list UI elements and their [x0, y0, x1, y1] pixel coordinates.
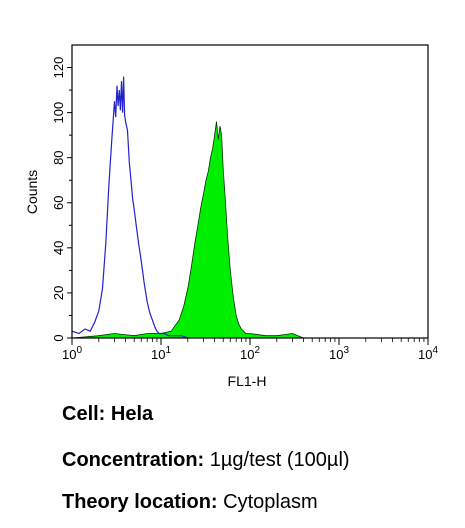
- y-tick-label: 20: [51, 286, 66, 300]
- concentration-line: Concentration: 1µg/test (100µl): [62, 449, 350, 472]
- x-tick-label: 103: [329, 345, 349, 362]
- y-tick-label: 80: [51, 150, 66, 164]
- concentration-value: 1µg/test (100µl): [209, 449, 350, 471]
- x-axis-label: FL1-H: [228, 373, 267, 389]
- cell-value: Hela: [110, 403, 154, 425]
- x-tick-label: 102: [240, 345, 260, 362]
- series-0-outline: [71, 76, 189, 339]
- y-axis-label: Counts: [24, 170, 40, 214]
- histogram-chart: 0 20 40 60 80 100 120 100 101 102 103 104 Counts FL…: [24, 44, 438, 389]
- plot-area: 0 20 40 60 80 100 120 100 101 102 103 104: [51, 44, 438, 362]
- x-tick-label: 101: [151, 345, 171, 362]
- y-tick-label: 40: [51, 241, 66, 255]
- x-tick-label: 100: [62, 345, 82, 362]
- y-tick-label: 100: [51, 102, 66, 124]
- y-tick-label: 0: [51, 334, 66, 341]
- series-1-filled-area: [71, 121, 304, 339]
- location-label: Theory location:: [62, 491, 218, 513]
- location-value: Cytoplasm: [223, 491, 318, 513]
- cell-line: Cell: Hela: [62, 403, 153, 426]
- cell-label: Cell:: [62, 403, 106, 425]
- concentration-label: Concentration:: [62, 449, 205, 471]
- x-tick-label: 104: [418, 345, 438, 362]
- y-tick-label: 120: [51, 57, 66, 79]
- location-line: Theory location: Cytoplasm: [62, 491, 318, 514]
- y-tick-label: 60: [51, 196, 66, 210]
- plot-frame: [71, 44, 429, 339]
